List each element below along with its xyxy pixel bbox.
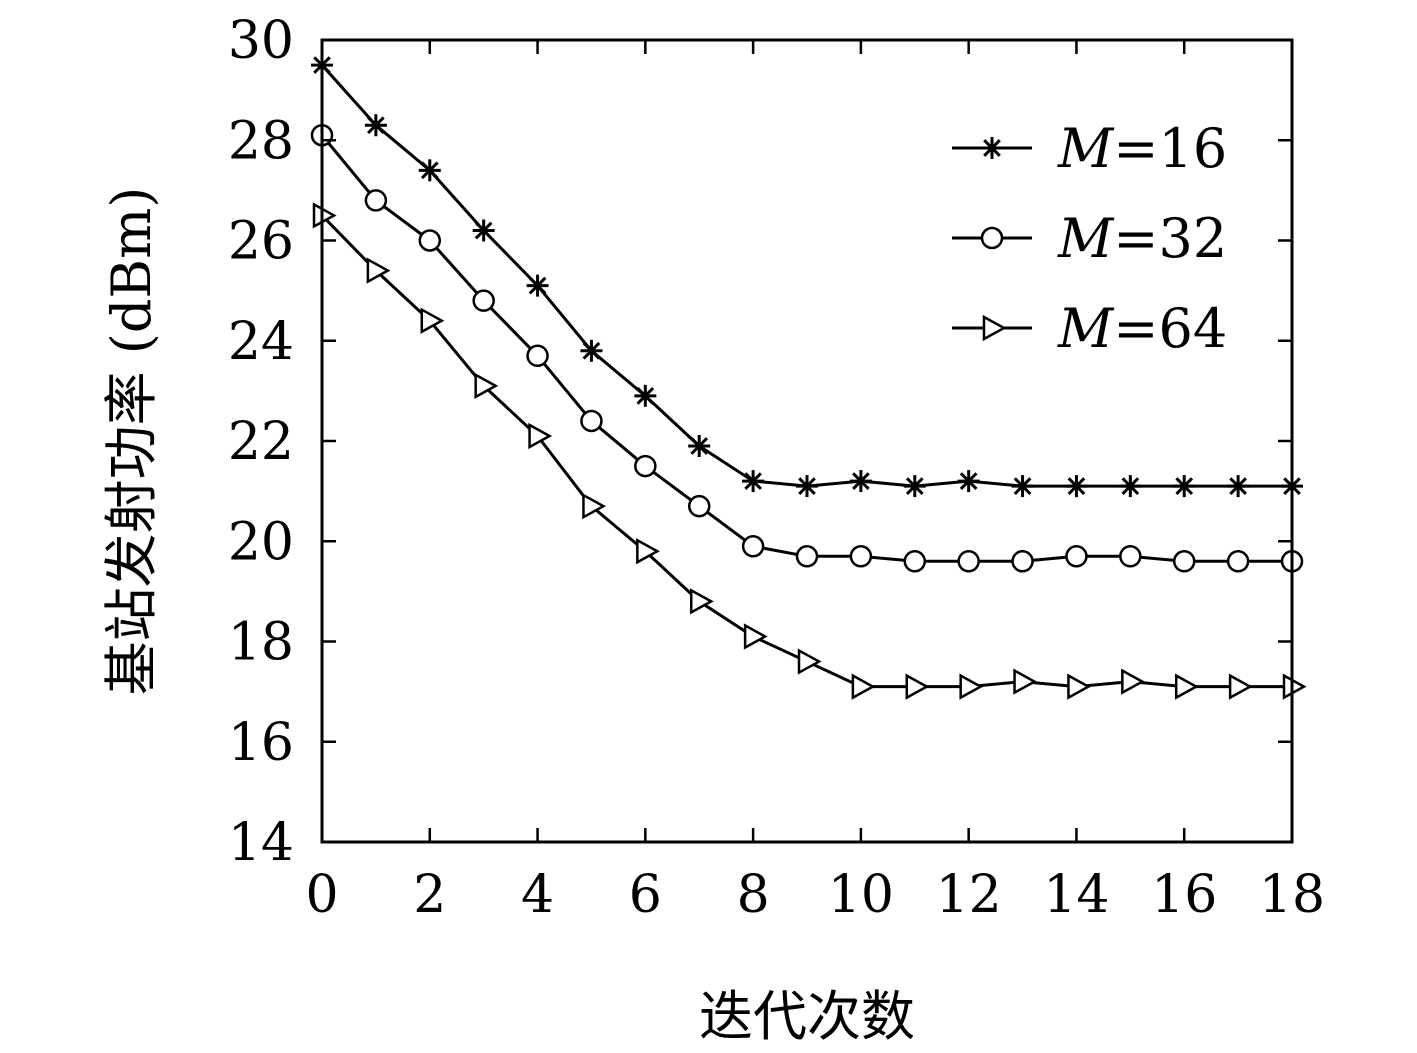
data-point-series-1 (1011, 550, 1034, 573)
data-point-series-2 (582, 493, 607, 520)
data-point-series-1 (1119, 545, 1142, 568)
data-point-series-2 (689, 588, 714, 615)
legend-label: M=64 (1057, 297, 1227, 360)
x-tick-label: 16 (1151, 865, 1217, 925)
data-point-series-1 (634, 454, 657, 478)
y-tick-label: 22 (228, 412, 294, 472)
x-tick-label: 18 (1259, 865, 1325, 925)
data-point-series-2 (905, 673, 930, 700)
y-tick-label: 30 (228, 11, 294, 71)
x-tick-label: 0 (305, 865, 338, 925)
data-point-series-0 (849, 470, 872, 493)
x-tick-label: 14 (1043, 865, 1109, 925)
y-tick-label: 14 (228, 813, 294, 873)
data-point-series-0 (1173, 475, 1196, 498)
data-point-series-2 (851, 673, 876, 700)
data-point-series-0 (903, 475, 926, 498)
data-point-series-2 (959, 673, 984, 700)
data-point-series-1 (795, 545, 819, 568)
data-point-series-1 (1065, 545, 1088, 568)
data-point-series-0 (580, 339, 603, 362)
data-point-series-1 (957, 550, 980, 573)
data-point-series-0 (364, 114, 387, 137)
plot-area (310, 54, 1307, 700)
data-point-series-2 (474, 372, 499, 399)
data-point-series-1 (526, 344, 549, 368)
data-point-series-1 (741, 535, 765, 558)
data-point-series-0 (634, 384, 657, 407)
data-point-series-0 (688, 435, 711, 458)
y-tick-label: 24 (228, 312, 294, 372)
data-point-series-1 (364, 189, 388, 212)
data-point-series-2 (1121, 668, 1145, 695)
data-point-series-1 (687, 494, 711, 518)
x-tick-label: 10 (828, 865, 894, 925)
data-point-series-0 (1065, 475, 1088, 498)
x-tick-label: 6 (629, 865, 662, 925)
legend-marker (981, 137, 1003, 159)
data-point-series-0 (1119, 475, 1142, 498)
data-point-series-0 (1227, 475, 1250, 498)
data-point-series-0 (472, 219, 495, 242)
y-tick-label: 26 (228, 212, 294, 272)
data-point-series-2 (797, 648, 822, 675)
legend-marker (980, 226, 1004, 250)
series-line-2 (320, 214, 1292, 689)
legend-marker (982, 314, 1007, 342)
data-point-series-0 (418, 159, 441, 182)
data-point-series-2 (1067, 673, 1092, 700)
data-point-series-2 (528, 422, 553, 450)
legend-label-suffix: =64 (1113, 297, 1227, 360)
data-point-series-1 (849, 545, 873, 568)
x-tick-label: 2 (413, 865, 446, 925)
data-point-series-2 (636, 538, 660, 565)
legend-label-prefix: M (1057, 117, 1115, 180)
data-point-series-0 (796, 475, 818, 498)
data-point-series-1 (418, 229, 442, 252)
y-tick-label: 18 (228, 613, 294, 673)
data-point-series-2 (1228, 673, 1253, 700)
data-point-series-1 (1226, 550, 1250, 573)
data-point-series-1 (472, 289, 495, 312)
data-point-series-1 (580, 409, 603, 433)
data-point-series-0 (526, 274, 549, 297)
data-point-series-2 (1174, 673, 1199, 700)
legend-label: M=32 (1057, 207, 1227, 270)
x-axis-label: 迭代次数 (699, 985, 915, 1048)
y-tick-label: 20 (228, 512, 294, 572)
data-point-series-0 (742, 470, 765, 493)
x-tick-label: 4 (521, 865, 554, 925)
data-point-series-1 (903, 550, 927, 573)
data-point-series-2 (366, 257, 391, 284)
data-point-series-2 (420, 307, 445, 334)
legend: M=16M=32M=64 (952, 117, 1227, 360)
y-tick-label: 28 (228, 111, 294, 171)
data-point-series-0 (957, 470, 980, 493)
data-point-series-2 (312, 202, 337, 229)
data-point-series-2 (743, 623, 768, 650)
y-tick-label: 16 (228, 713, 294, 773)
x-tick-label: 8 (737, 865, 770, 925)
legend-label-suffix: =32 (1113, 207, 1227, 270)
legend-label-suffix: =16 (1113, 117, 1227, 180)
data-point-series-1 (1172, 550, 1196, 573)
data-point-series-2 (1013, 668, 1038, 695)
data-point-series-0 (1011, 475, 1034, 498)
data-point-series-2 (1282, 673, 1307, 700)
legend-label-prefix: M (1057, 297, 1115, 360)
x-tick-label: 12 (936, 865, 1002, 925)
legend-label-prefix: M (1057, 207, 1115, 270)
y-axis-label: 基站发射功率 (dBm) (100, 187, 163, 696)
legend-label: M=16 (1057, 117, 1227, 180)
